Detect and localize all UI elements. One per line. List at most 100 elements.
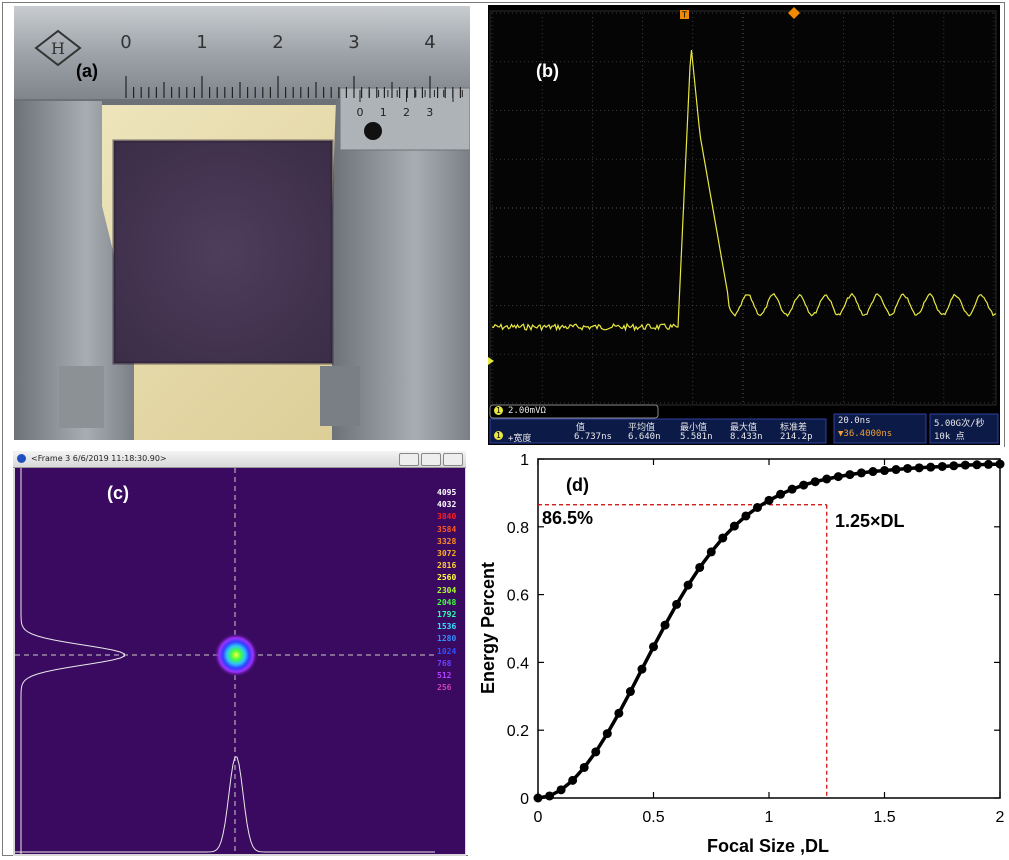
data-point — [545, 791, 555, 801]
annotation-dl: 1.25×DL — [835, 511, 905, 531]
scope-grid — [491, 12, 995, 404]
minimize-button[interactable] — [399, 453, 419, 466]
data-point — [556, 785, 566, 795]
window-title: <Frame 3 6/6/2019 11:18:30.90> — [31, 454, 167, 463]
y-tick-label: 1 — [520, 452, 529, 469]
colorbar-label: 512 — [437, 671, 452, 681]
beam-spot — [214, 633, 258, 677]
trigger-marker — [680, 10, 689, 19]
data-point — [776, 489, 786, 499]
panel-d-label: (d) — [566, 475, 589, 495]
data-point — [995, 459, 1005, 469]
x-tick-label: 1 — [765, 809, 774, 826]
vernier-label: 1 — [380, 106, 387, 119]
y-tick-label: 0.6 — [507, 588, 529, 605]
meas-value-3: 8.433n — [730, 432, 763, 442]
vernier-label: 2 — [403, 106, 410, 119]
ruler-label: 2 — [272, 32, 283, 53]
colorbar-label: 3328 — [437, 536, 457, 546]
x-tick-label: 2 — [996, 809, 1005, 826]
encircled-energy-chart: 0 0.5 1 1.5 2 0 0.2 0.4 0.6 0.8 1 Focal Size ,DL E… — [478, 452, 1005, 856]
ruler-label: 4 — [424, 32, 435, 53]
caliper-photo: 0 1 2 3 4 0 1 2 3 H — [14, 6, 470, 440]
colorbar-label: 2560 — [437, 573, 457, 583]
meas-badge: 1 — [494, 431, 503, 440]
logo-diamond — [34, 29, 82, 67]
vernier-label: 0 — [357, 106, 364, 119]
x-axis-label: Focal Size ,DL — [707, 836, 829, 856]
horizontal-profile — [20, 468, 125, 854]
meas-value-4: 214.2p — [780, 432, 813, 442]
data-point — [949, 461, 959, 471]
panel-c-beam-profiler: <Frame 3 6/6/2019 11:18:30.90> 4095 4032 3… — [13, 451, 466, 856]
panel-b-label: (b) — [536, 61, 559, 81]
y-tick-label: 0 — [520, 791, 529, 808]
data-point — [579, 762, 589, 772]
vertical-profile — [15, 756, 435, 853]
data-point — [822, 474, 832, 484]
sample-rate: 5.00G次/秒 — [934, 419, 985, 429]
colorbar-label: 2048 — [437, 597, 457, 607]
data-point — [787, 484, 797, 494]
data-point — [926, 462, 936, 472]
meas-value-2: 5.581n — [680, 432, 713, 442]
y-tick-label: 0.4 — [507, 655, 529, 672]
meas-header-0: 值 — [576, 423, 586, 433]
data-point — [903, 463, 913, 473]
data-point — [637, 664, 647, 674]
meas-header-2: 最小值 — [680, 423, 708, 433]
scope-screen: T — [488, 5, 1000, 445]
data-point — [718, 533, 728, 543]
data-point — [752, 502, 762, 512]
record-length: 10k 点 — [934, 432, 965, 442]
x-tick-label: 0 — [534, 809, 543, 826]
timebase: 20.0ns — [838, 416, 871, 426]
ch-badge: 1 — [494, 406, 503, 415]
close-button[interactable] — [443, 453, 463, 466]
data-point — [614, 708, 624, 718]
data-point — [672, 599, 682, 609]
colorbar-label: 256 — [437, 683, 452, 693]
data-point — [914, 463, 924, 473]
x-tick-label: 0.5 — [642, 809, 664, 826]
ch-scale-box — [489, 404, 659, 419]
y-tick-label: 0.2 — [507, 723, 529, 740]
meas-header-1: 平均值 — [628, 423, 656, 433]
data-point — [880, 466, 889, 476]
data-point — [845, 470, 855, 480]
panel-b-oscilloscope: T (b) 1 2.00mVΩ 1 +宽度 值 平均值 最小值 最大值 标准差 … — [488, 5, 1000, 445]
colorbar-label: 2304 — [437, 585, 457, 595]
data-point — [868, 467, 878, 477]
data-point — [741, 511, 751, 521]
data-point — [602, 729, 612, 739]
data-point — [856, 468, 866, 478]
data-point — [937, 461, 947, 471]
panel-c-label: (c) — [107, 483, 129, 503]
trigger-time: ▼36.4000ns — [838, 429, 893, 439]
vernier-label: 3 — [426, 106, 433, 119]
colorbar-label: 3840 — [437, 512, 457, 522]
colorbar-label: 4095 — [437, 488, 457, 497]
app-icon — [17, 454, 26, 463]
data-point — [591, 747, 601, 757]
colorbar-label: 768 — [437, 658, 452, 668]
colorbar: 4095 4032 3840 3584 3328 3072 2816 2560 2304 2048… — [437, 487, 465, 694]
data-point — [891, 465, 901, 475]
x-tick-label: 1.5 — [873, 809, 895, 826]
beam-image — [15, 468, 465, 854]
plot-area — [537, 458, 1001, 799]
vernier-ticks: 0 1 2 3 — [357, 90, 463, 119]
window-titlebar: <Frame 3 6/6/2019 11:18:30.90> — [13, 451, 466, 468]
panel-a-label: (a) — [76, 61, 98, 81]
data-point — [649, 642, 658, 652]
data-point — [833, 472, 843, 482]
meas-header-3: 最大值 — [730, 423, 758, 433]
maximize-button[interactable] — [421, 453, 441, 466]
annotation-percent: 86.5% — [542, 508, 593, 528]
colorbar-label: 1792 — [437, 610, 457, 620]
logo-letter: H — [51, 39, 65, 58]
acq-box — [929, 413, 999, 444]
data-point — [764, 495, 774, 505]
colorbar-label: 1024 — [437, 646, 457, 656]
ruler-label: 1 — [196, 32, 207, 53]
